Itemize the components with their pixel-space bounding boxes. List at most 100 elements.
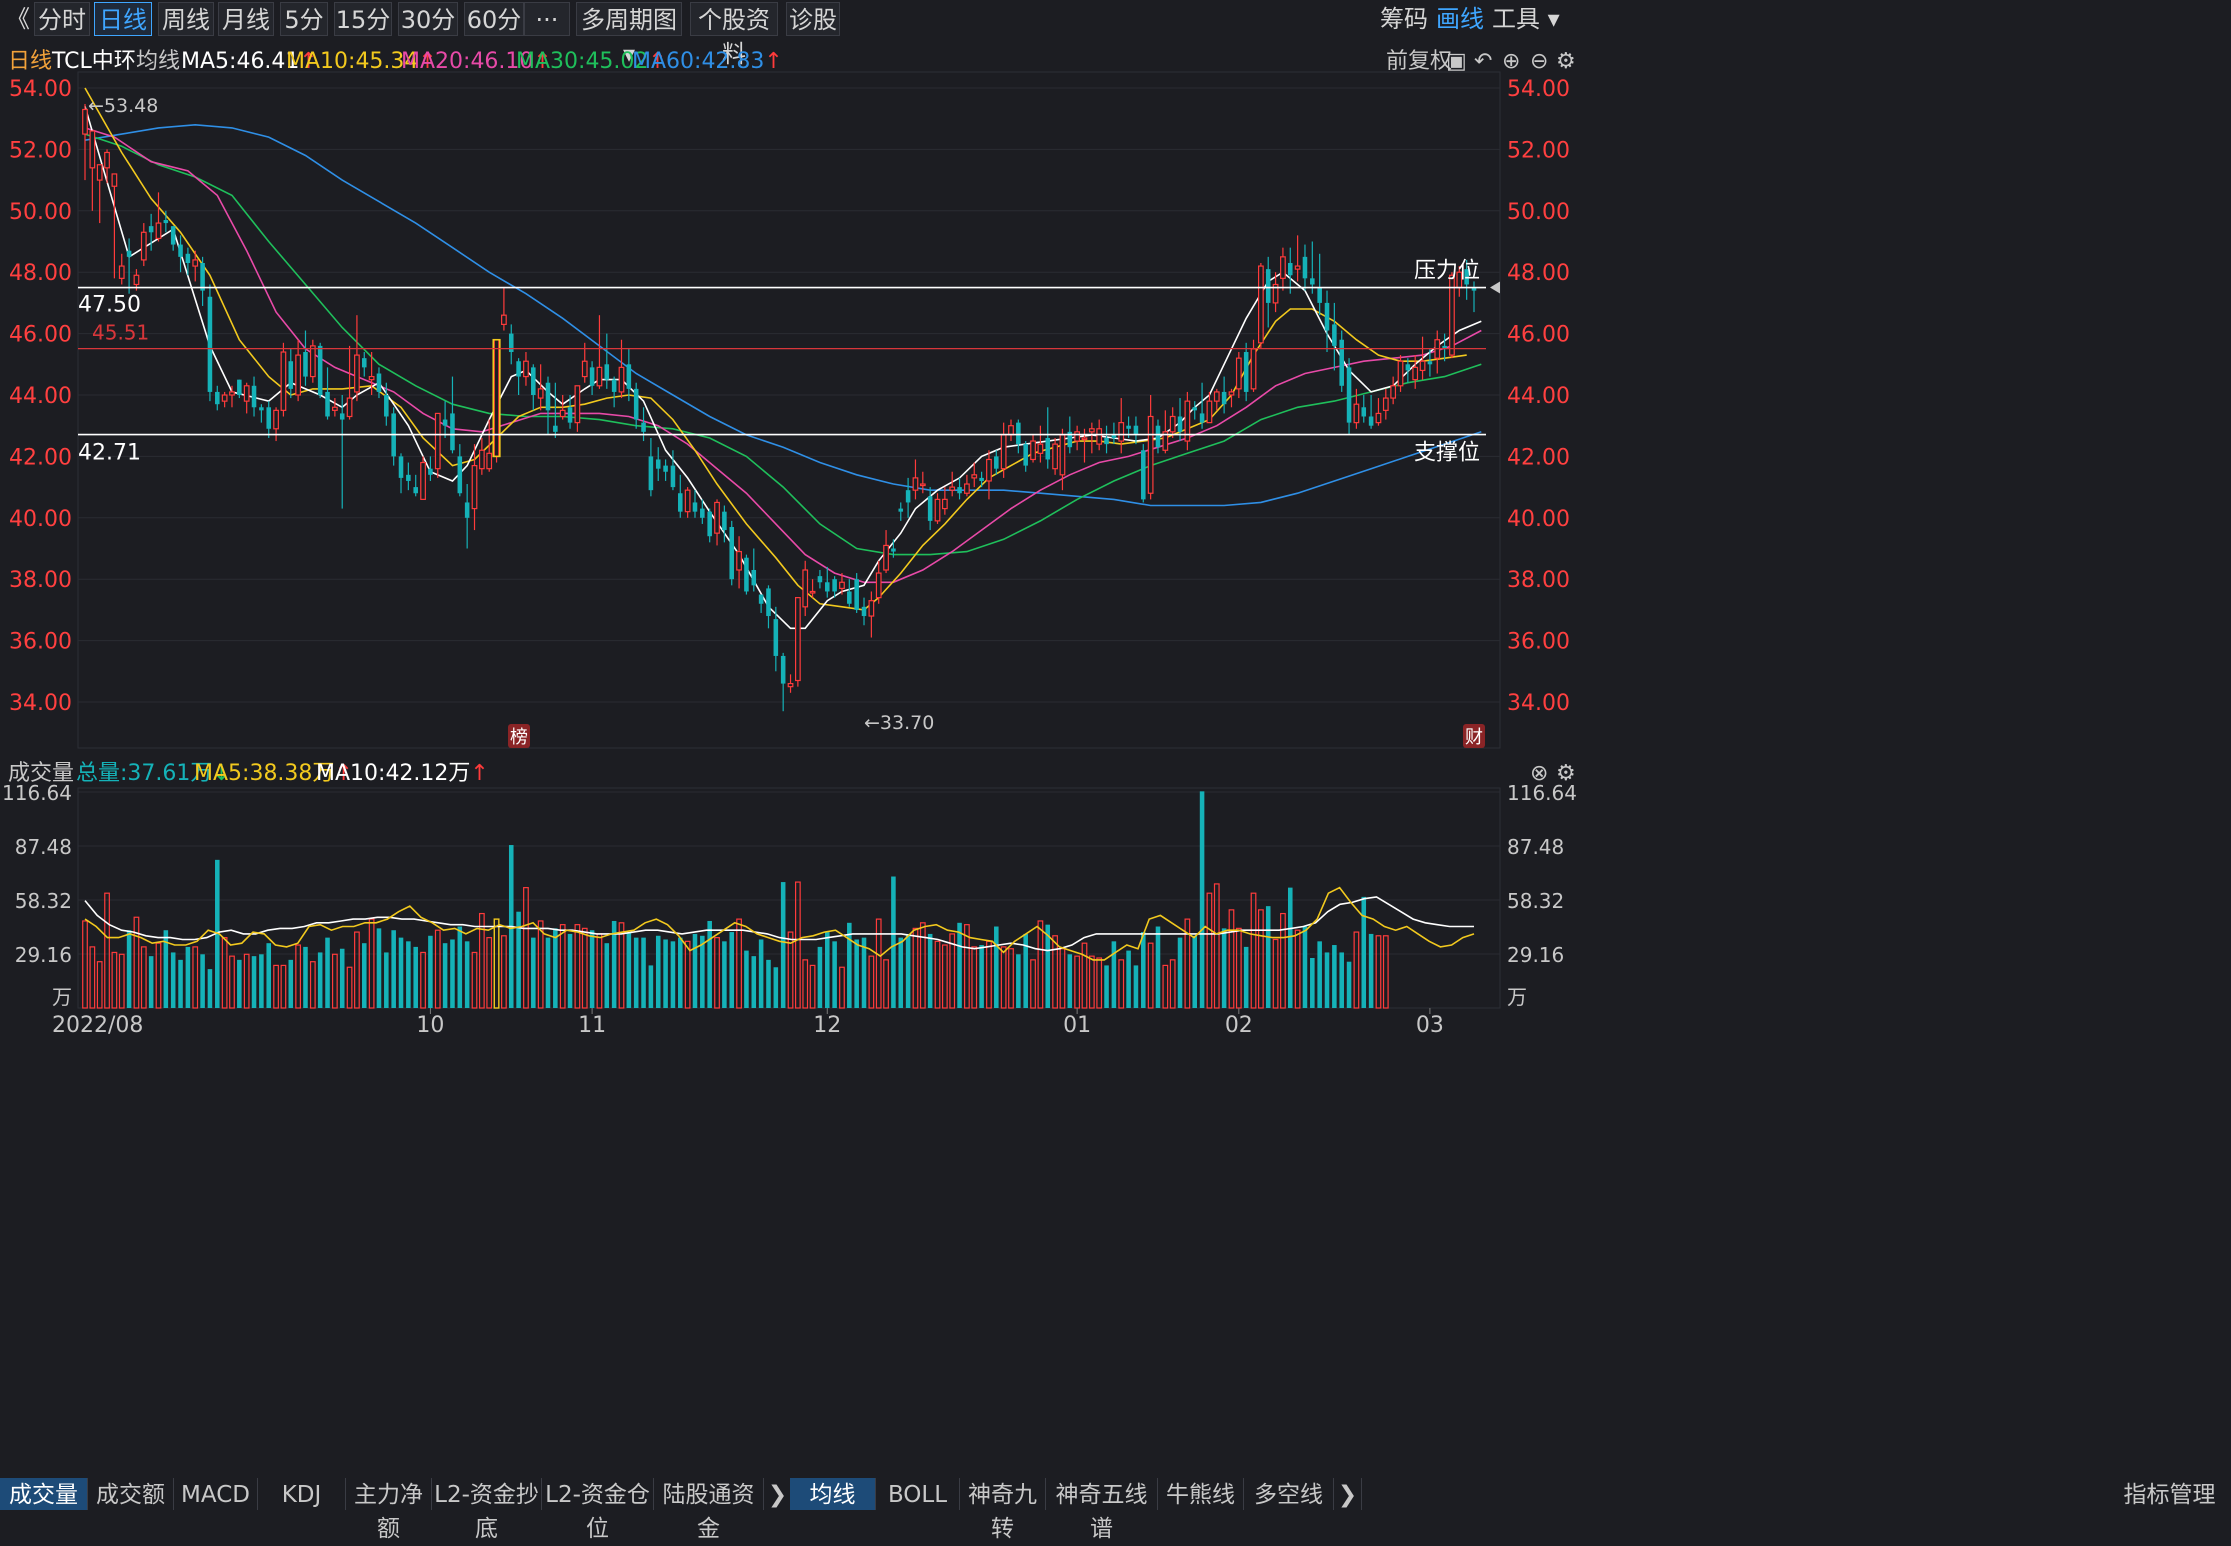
volume-bar [545,937,551,1008]
overlay-tab-1[interactable]: BOLL [876,1478,960,1510]
indicator-tab-2[interactable]: MACD [174,1478,258,1510]
y-tick-left: 42.00 [9,445,72,470]
ma-line-ma30 [84,133,1482,556]
volume-bar [751,956,757,1008]
y-tick-right: 38.00 [1507,568,1570,593]
volume-bar [809,964,816,1009]
volume-bar [553,928,558,1008]
candle-body [178,244,183,257]
candle-body [839,581,845,590]
volume-bar [493,918,500,1009]
overlay-tab-3[interactable]: 神奇五线谱 [1046,1478,1158,1542]
y-tick-right: 34.00 [1507,691,1570,716]
candle-body [979,477,984,481]
candle-body [641,422,646,432]
adjust-selector[interactable]: 前复权 [1386,49,1453,74]
indicator-tab-0[interactable]: 成交量 [0,1478,88,1510]
volume-bar [714,937,720,1009]
period-tab-0[interactable]: 分时 [34,2,90,36]
period-tab-6[interactable]: 30分 [398,2,458,36]
y-tick-right: 48.00 [1507,261,1570,286]
close-icon[interactable]: ⊗ [1530,761,1549,786]
volume-bar [1353,931,1360,1009]
support-value: 42.71 [78,441,141,466]
volume-bar [266,943,272,1008]
volume-bar [1243,946,1249,1008]
ma-selector[interactable]: 均线 [136,49,181,74]
period-tab-4[interactable]: 5分 [280,2,328,36]
candle-body [949,486,956,491]
candle-body [787,682,794,688]
volume-bar [1141,932,1146,1008]
candle-body [1074,431,1081,442]
overlay-tab-4[interactable]: 牛熊线 [1158,1478,1244,1510]
price-marker-icon [1490,281,1500,294]
candle-body [1008,425,1014,436]
undo-icon[interactable]: ↶ [1474,49,1493,74]
candle-body [1192,407,1198,411]
period-tab-11[interactable]: 诊股 [786,2,840,36]
indicator-tab-6[interactable]: L2-资金仓位 [542,1478,654,1542]
chip-button[interactable]: 筹码 [1380,5,1428,33]
indicator-tab-4[interactable]: 主力净额 [346,1478,432,1542]
volume-info-bar: 成交量 总量:37.61万↓ MA5:38.38万↑ MA10:42.12万↑ … [0,756,2231,792]
volume-bar [1332,945,1337,1008]
indicator-tab-3[interactable]: KDJ [258,1478,346,1510]
volume-bar [1126,950,1131,1008]
candle-body [729,527,735,580]
y-tick-left: 48.00 [9,261,72,286]
indicator-tab-7[interactable]: 陆股通资金 [654,1478,764,1542]
lock-icon[interactable]: ▣ [1446,49,1467,74]
period-tab-8[interactable]: ··· [524,2,570,36]
candle-body [678,493,683,512]
volume-bar [288,959,294,1008]
period-tab-9[interactable]: 多周期图 ▾ [576,2,682,68]
period-tab-3[interactable]: 月线 [218,2,274,36]
volume-bar [391,930,396,1008]
settings-gear-icon[interactable]: ⚙ [1556,761,1576,786]
candle-body [1324,302,1330,331]
volume-bar [376,928,382,1008]
indicator-manage-button[interactable]: 指标管理 [2123,1482,2216,1508]
candle-body [434,412,441,470]
period-tab-5[interactable]: 15分 [334,2,392,36]
indicator-tab-1[interactable]: 成交额 [88,1478,174,1510]
settings-gear-icon[interactable]: ⚙ [1556,49,1576,74]
candle-body [692,502,698,512]
volume-bar [200,954,205,1008]
candle-body [919,483,926,487]
volume-bar [875,918,882,1009]
volume-bar [1192,935,1198,1008]
zoom-out-icon[interactable]: ⊖ [1530,49,1549,74]
kline-chart[interactable]: 54.00 54.00 52.00 52.00 50.00 50.00 48.00 48.00… [0,0,2231,1478]
indicator-tab-8[interactable]: ❯ [764,1478,792,1510]
period-tab-1[interactable]: 日线 [94,2,152,36]
overlay-tab-5[interactable]: 多空线 [1244,1478,1334,1510]
period-tab-2[interactable]: 周线 [158,2,214,36]
indicator-tab-5[interactable]: L2-资金抄底 [432,1478,542,1542]
period-tab-7[interactable]: 60分 [464,2,524,36]
overlay-tab-6[interactable]: ❯ [1334,1478,1362,1510]
y-tick-right: 36.00 [1507,630,1570,655]
tools-menu[interactable]: 工具 ▾ [1492,5,1560,33]
zoom-in-icon[interactable]: ⊕ [1502,49,1521,74]
candle-body [89,130,96,169]
candle-body [200,262,205,291]
volume-tick-left: 116.64 [2,781,72,805]
candle-body [1184,400,1191,442]
volume-bar [1184,918,1191,1009]
volume-bar [118,953,125,1009]
support-label: 支撑位 [1414,441,1480,466]
candle-body [802,569,809,608]
volume-bar [133,916,140,1009]
back-button[interactable]: 《 [6,5,30,33]
up-arrow-icon: ↑ [418,49,437,74]
volume-bar [280,964,287,1009]
candle-body [941,498,948,510]
draw-line-button[interactable]: 画线 [1436,5,1484,33]
candle-body [883,544,889,571]
overlay-tab-0[interactable]: 均线 [790,1478,876,1510]
overlay-tab-2[interactable]: 神奇九转 [960,1478,1046,1542]
volume-bar [684,940,691,1009]
period-tab-10[interactable]: 个股资料 [690,2,778,68]
